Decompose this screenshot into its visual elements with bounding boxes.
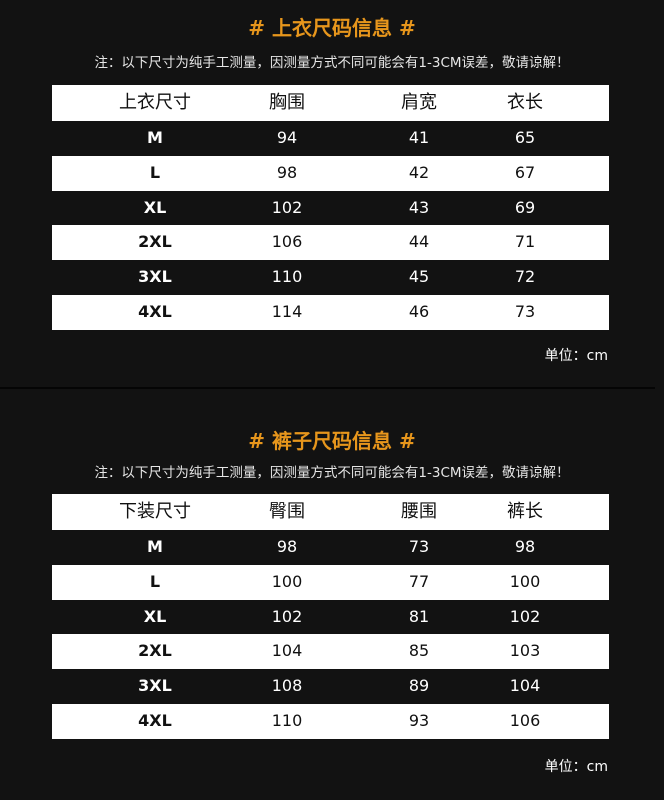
table-cell: 103 [509, 641, 541, 661]
table-row: M 94 41 65 [52, 121, 609, 156]
header-cell: 胸围 [269, 92, 305, 113]
pants-title: # 裤子尺码信息 # [248, 429, 416, 453]
table-cell: 45 [408, 267, 430, 287]
table-cell: 43 [408, 197, 430, 217]
table-row: 4XL 114 46 73 [52, 294, 609, 330]
table-cell: 4XL [138, 710, 172, 730]
table-row: 2XL 106 44 71 [52, 225, 609, 261]
table-row: XL 102 43 69 [52, 191, 609, 226]
table-cell: 44 [408, 232, 430, 252]
table-cell: 104 [271, 641, 303, 661]
table-cell: 41 [408, 128, 430, 147]
tops-note: 注：以下尺寸为纯手工测量，因测量方式不同可能会有1-3CM误差，敬请谅解！ [94, 55, 570, 71]
pants-unit: 单位：cm [544, 759, 608, 775]
table-cell: 2XL [138, 641, 172, 661]
table-row: XL 102 81 102 [52, 600, 609, 635]
table-cell: XL [143, 606, 167, 626]
section-divider [0, 387, 655, 389]
table-cell: 110 [271, 267, 303, 287]
table-cell: 98 [514, 537, 536, 556]
table-cell: 72 [514, 267, 536, 287]
table-cell: 102 [509, 606, 541, 626]
table-header: 下装尺寸 臀围 腰围 裤长 [52, 494, 609, 530]
table-cell: 98 [276, 162, 298, 182]
header-cell: 臀围 [269, 501, 305, 522]
table-cell: 102 [271, 606, 303, 626]
table-row: 3XL 108 89 104 [52, 669, 609, 704]
table-cell: 94 [276, 128, 298, 147]
table-cell: 42 [408, 162, 430, 182]
table-cell: 73 [408, 537, 430, 556]
table-cell: 104 [509, 676, 541, 696]
table-cell: 108 [271, 676, 303, 696]
table-cell: XL [143, 197, 167, 217]
table-row: L 100 77 100 [52, 564, 609, 600]
tops-unit: 单位：cm [544, 348, 608, 364]
table-cell: 110 [271, 710, 303, 730]
table-cell: 89 [408, 676, 430, 696]
table-cell: 77 [408, 571, 430, 591]
header-cell: 衣长 [507, 92, 543, 113]
table-cell: 106 [271, 232, 303, 252]
table-cell: 3XL [138, 267, 172, 287]
table-row: 3XL 110 45 72 [52, 260, 609, 295]
table-cell: 2XL [138, 232, 172, 252]
table-cell: M [147, 128, 163, 147]
table-cell: 67 [514, 162, 536, 182]
table-cell: 46 [408, 301, 430, 321]
header-cell: 上衣尺寸 [119, 92, 191, 113]
table-row: M 98 73 98 [52, 530, 609, 565]
table-row: 2XL 104 85 103 [52, 634, 609, 670]
table-cell: 100 [509, 571, 541, 591]
pants-note: 注：以下尺寸为纯手工测量，因测量方式不同可能会有1-3CM误差，敬请谅解！ [94, 465, 570, 481]
table-header: 上衣尺寸 胸围 肩宽 衣长 [52, 85, 609, 121]
table-cell: 69 [514, 197, 536, 217]
table-row: L 98 42 67 [52, 155, 609, 191]
table-cell: 114 [271, 301, 303, 321]
tops-size-table: 上衣尺寸 胸围 肩宽 衣长 M 94 41 65 L 98 42 67 XL 102 43 69 2XL 106 4… [52, 85, 609, 330]
table-cell: 73 [514, 301, 536, 321]
table-cell: L [149, 571, 161, 591]
table-cell: 102 [271, 197, 303, 217]
header-cell: 裤长 [507, 501, 543, 522]
table-cell: 106 [509, 710, 541, 730]
table-cell: 85 [408, 641, 430, 661]
tops-title: # 上衣尺码信息 # [248, 16, 416, 40]
header-cell: 下装尺寸 [119, 501, 191, 522]
header-cell: 肩宽 [401, 92, 437, 113]
table-row: 4XL 110 93 106 [52, 703, 609, 739]
table-cell: 98 [276, 537, 298, 556]
table-cell: 93 [408, 710, 430, 730]
table-cell: M [147, 537, 163, 556]
header-cell: 腰围 [401, 501, 437, 522]
table-cell: 65 [514, 128, 536, 147]
table-cell: 100 [271, 571, 303, 591]
table-cell: 4XL [138, 301, 172, 321]
table-cell: L [149, 162, 161, 182]
table-cell: 71 [514, 232, 536, 252]
table-cell: 81 [408, 606, 430, 626]
pants-size-table: 下装尺寸 臀围 腰围 裤长 M 98 73 98 L 100 77 100 XL 102 81 102 2XL 1… [52, 494, 609, 739]
table-cell: 3XL [138, 676, 172, 696]
